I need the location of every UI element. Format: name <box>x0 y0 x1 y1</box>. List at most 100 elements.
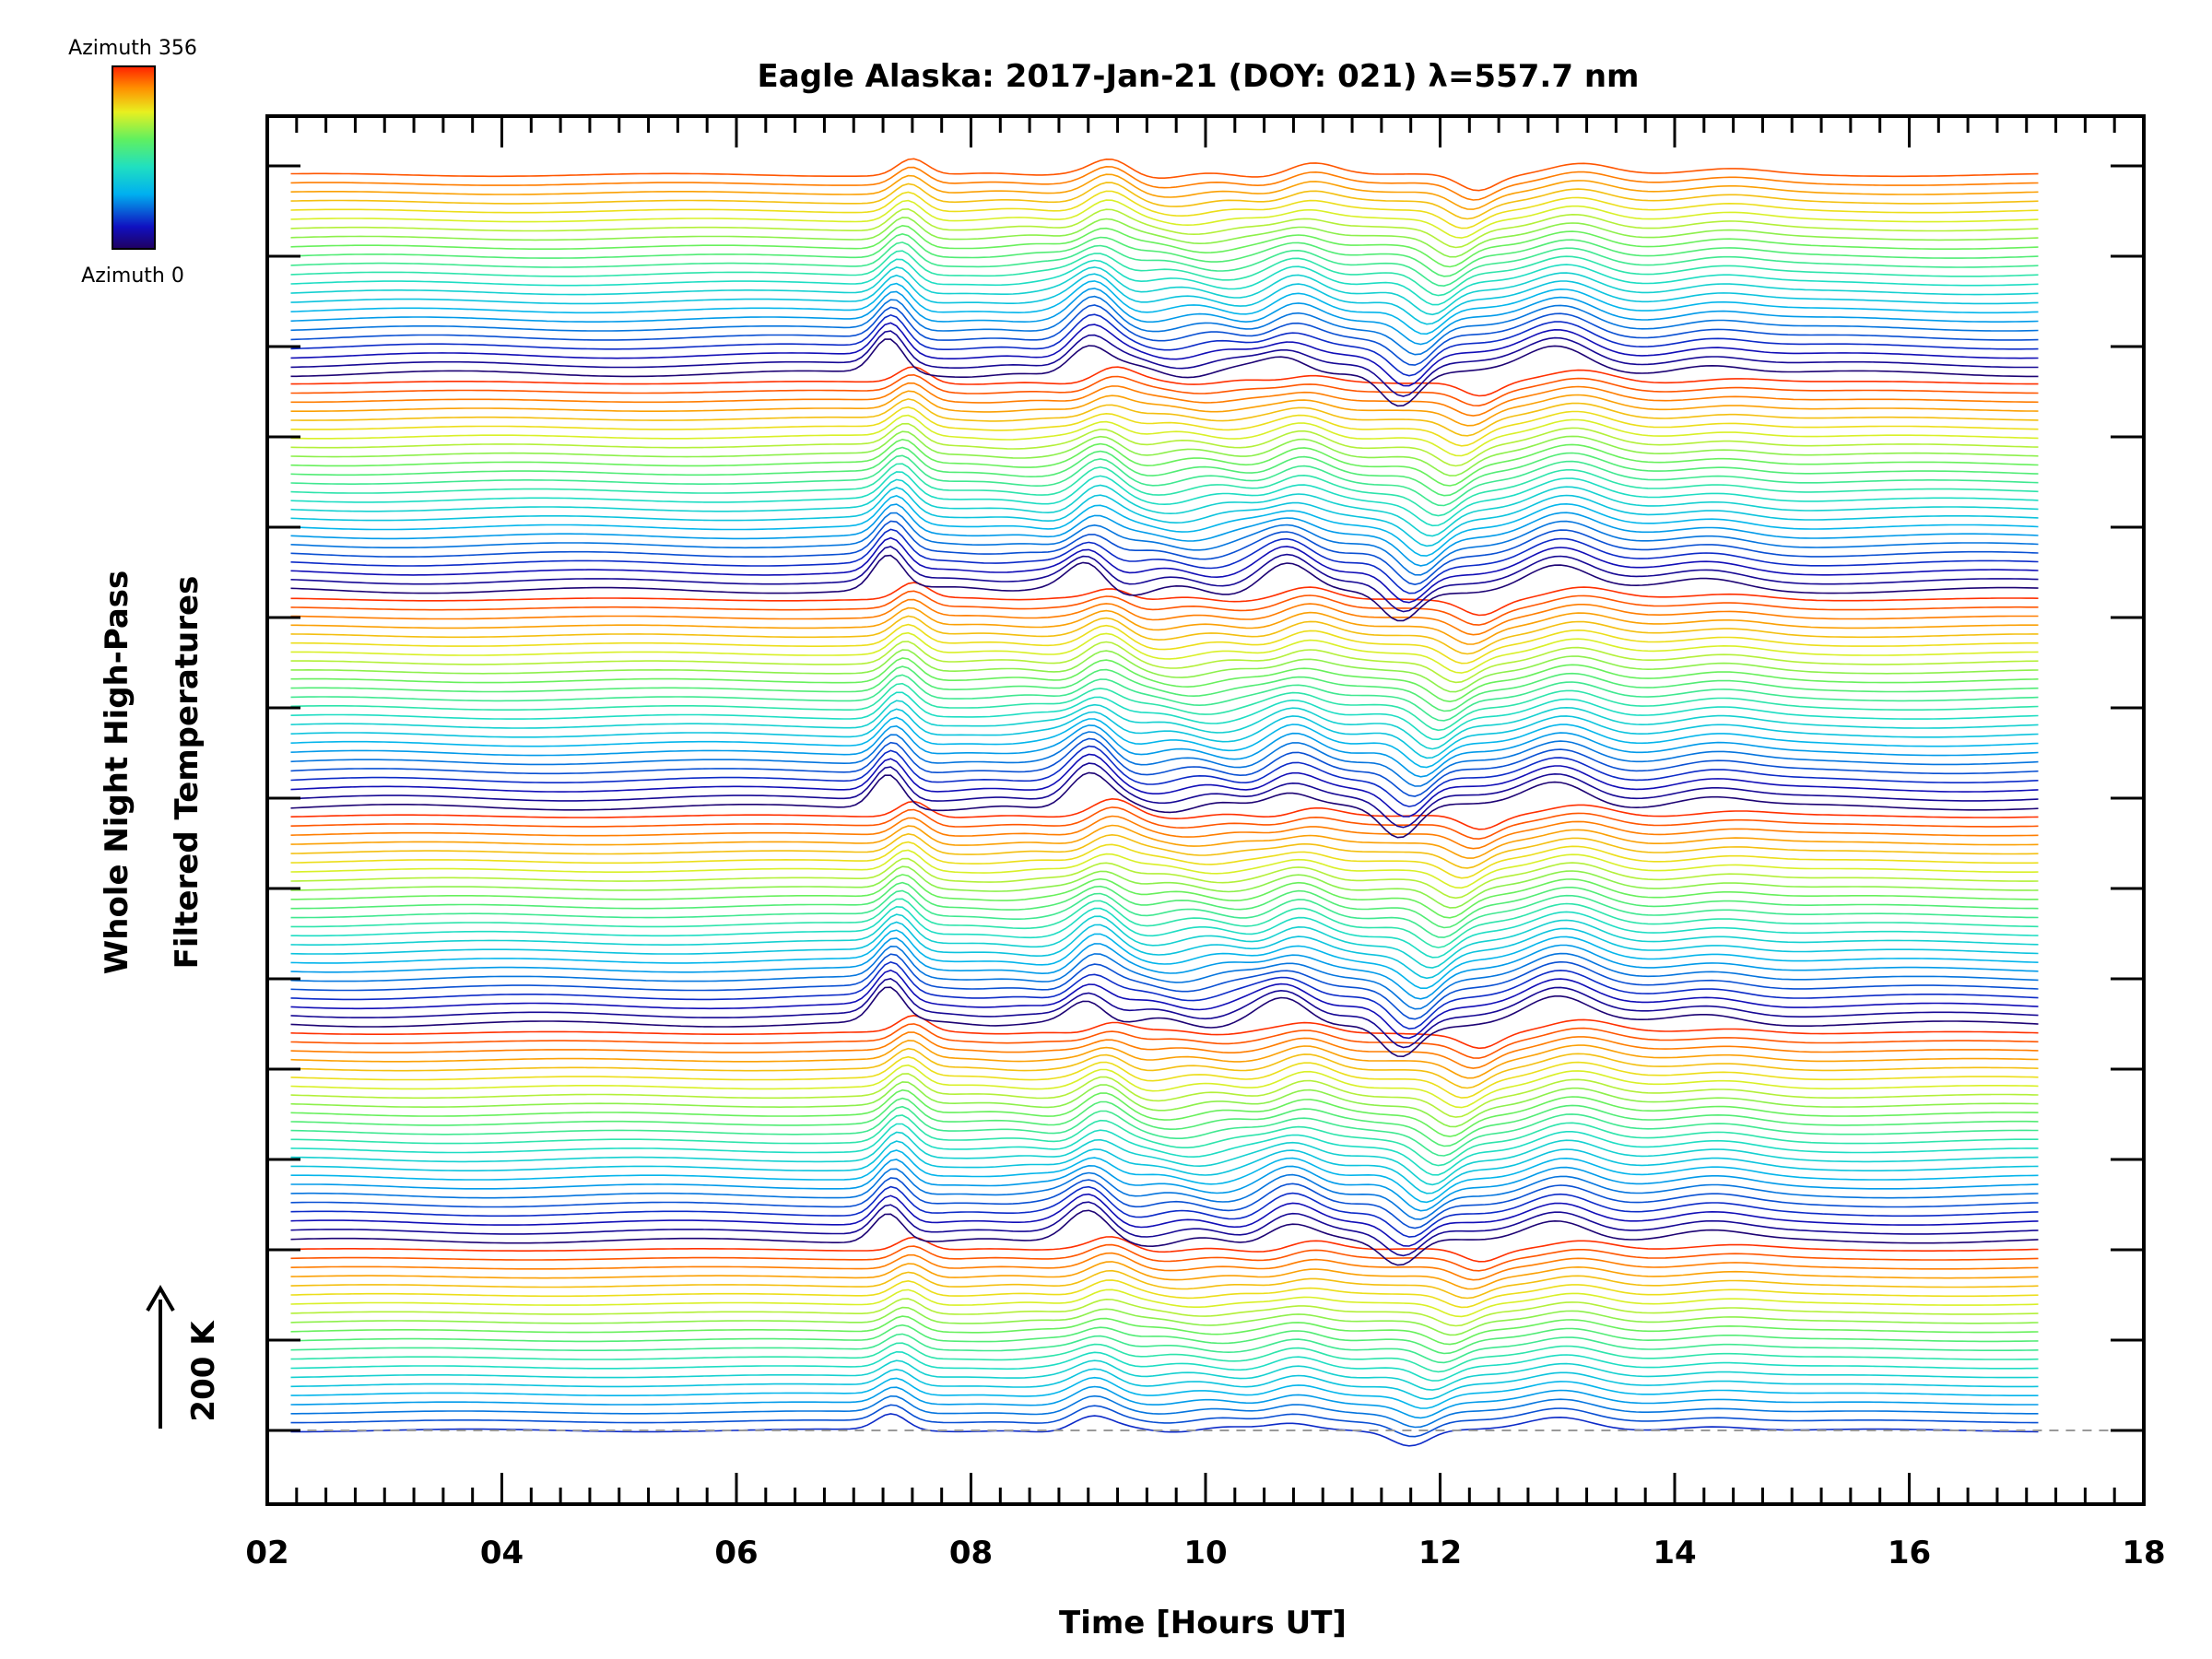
series-line <box>290 250 2039 297</box>
series-line <box>290 1209 2039 1266</box>
series-line <box>290 536 2039 604</box>
series-line <box>290 960 2039 1030</box>
series-line <box>290 598 2039 636</box>
x-tick-label: 02 <box>245 1535 288 1571</box>
series-line <box>290 430 2039 477</box>
series-line <box>290 1201 2039 1257</box>
colorbar: Azimuth 356 Azimuth 0 <box>68 37 197 288</box>
series-line <box>290 382 2039 417</box>
series-line <box>290 1031 2039 1069</box>
series-line <box>290 913 2039 969</box>
series-line <box>290 1149 2039 1204</box>
series-line <box>290 832 2039 869</box>
series-line <box>290 1088 2039 1137</box>
series-line <box>290 503 2039 567</box>
series-line <box>290 824 2039 859</box>
series-line <box>290 217 2039 258</box>
colorbar-gradient <box>112 65 156 250</box>
series-line <box>290 158 2039 192</box>
series-line <box>290 1252 2039 1281</box>
series-line <box>290 889 2039 938</box>
series-line <box>290 1193 2039 1247</box>
series-line <box>290 753 2039 818</box>
series-line <box>290 266 2039 316</box>
series-line <box>290 921 2039 980</box>
series-line <box>290 1014 2039 1050</box>
series-line <box>290 1073 2039 1118</box>
series-line <box>290 953 2039 1020</box>
series-line <box>290 390 2039 427</box>
series-line <box>290 273 2039 325</box>
colorbar-bottom-label: Azimuth 0 <box>81 265 184 288</box>
series-line <box>290 1298 2039 1327</box>
x-tick-label: 08 <box>949 1535 993 1571</box>
chart-title: Eagle Alaska: 2017-Jan-21 (DOY: 021) λ=5… <box>758 58 1640 95</box>
series-line <box>290 682 2039 732</box>
series-line <box>290 665 2039 712</box>
series-line <box>290 874 2039 919</box>
series-line <box>290 438 2039 487</box>
series-line <box>290 815 2039 850</box>
series-line <box>290 241 2039 288</box>
series-line <box>290 716 2039 769</box>
x-tick-label: 10 <box>1183 1535 1227 1571</box>
series-line <box>290 905 2039 959</box>
series-line <box>290 1288 2039 1318</box>
series-line <box>290 322 2039 387</box>
series-line <box>290 1315 2039 1346</box>
series-line <box>290 674 2039 722</box>
series-line <box>290 224 2039 268</box>
x-tick-label: 12 <box>1418 1535 1462 1571</box>
series-line <box>290 1081 2039 1128</box>
series-line <box>290 280 2039 335</box>
series-line <box>290 881 2039 929</box>
series-line <box>290 929 2039 989</box>
scale-bar-label: 200 K <box>185 1320 222 1422</box>
series-line <box>290 841 2039 879</box>
series-line <box>290 1177 2039 1230</box>
series-line <box>290 606 2039 645</box>
series-line <box>290 295 2039 356</box>
series-line <box>290 945 2039 1010</box>
series-line <box>290 422 2039 467</box>
series-line <box>290 1040 2039 1079</box>
series-line <box>290 554 2039 622</box>
series-line <box>290 1159 2039 1212</box>
series-line <box>290 731 2039 787</box>
series-line <box>290 737 2039 797</box>
series-line <box>290 471 2039 527</box>
series-line <box>290 615 2039 655</box>
series-line <box>290 898 2039 948</box>
series-line <box>290 1114 2039 1167</box>
series-line <box>290 338 2039 407</box>
series-line <box>290 623 2039 665</box>
series-line <box>290 366 2039 397</box>
series-line <box>290 986 2039 1058</box>
series-line <box>290 487 2039 547</box>
series-line <box>290 641 2039 684</box>
series-line <box>290 1123 2039 1176</box>
series-line <box>290 969 2039 1040</box>
x-axis-label: Time [Hours UT] <box>1059 1605 1347 1641</box>
series-line <box>290 478 2039 537</box>
series-line <box>290 937 2039 1000</box>
series-line <box>290 182 2039 220</box>
x-tick-label: 18 <box>2122 1535 2165 1571</box>
series-line <box>290 1261 2039 1290</box>
axes-layer: 02 04 06 08 10 12 14 16 18 <box>245 114 2166 1571</box>
x-tick-label: 04 <box>480 1535 524 1571</box>
series-line <box>290 199 2039 239</box>
series-line <box>290 649 2039 693</box>
series-line <box>290 700 2039 750</box>
series-line <box>290 165 2039 201</box>
series-layer <box>290 158 2039 1447</box>
series-line <box>290 1269 2039 1300</box>
series-line <box>290 1140 2039 1194</box>
series-line <box>290 330 2039 397</box>
series-line <box>290 1185 2039 1238</box>
series-line <box>290 373 2039 407</box>
series-line <box>290 708 2039 759</box>
series-line <box>290 1342 2039 1373</box>
y-axis-label-line-2: Filtered Temperatures <box>169 576 206 970</box>
series-line <box>290 528 2039 594</box>
